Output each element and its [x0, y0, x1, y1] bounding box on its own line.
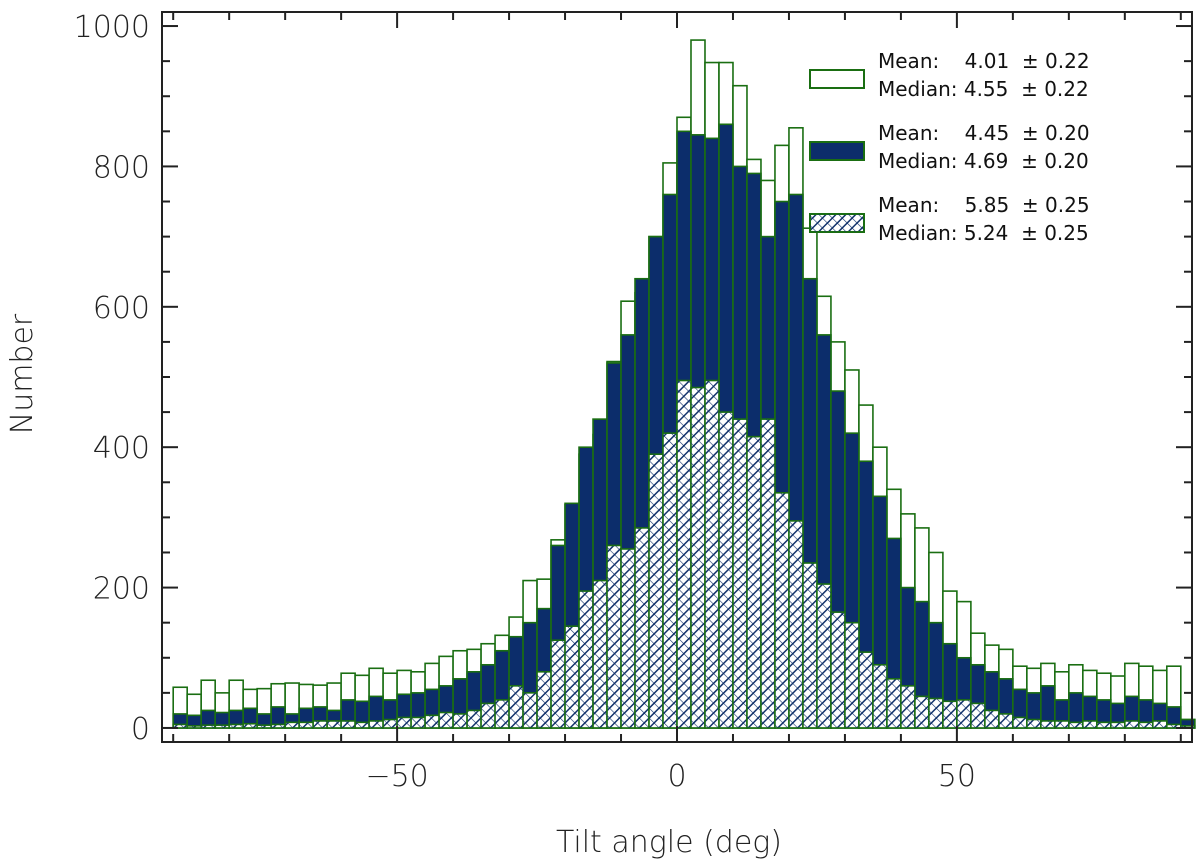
- bar-hatch-overlay-40: [732, 419, 747, 728]
- y-axis-label: Number: [5, 313, 40, 434]
- bar-hatch-overlay-60: [1012, 717, 1027, 728]
- bar-hatch-overlay-5: [243, 723, 258, 728]
- y-axis: 0 200 400 600 800 1000: [74, 10, 1192, 747]
- bar-hatch-overlay-12: [341, 720, 356, 728]
- bar-hatch-overlay-4: [229, 724, 244, 728]
- bar-hatch-overlay-11: [327, 720, 342, 728]
- bar-hatch-overlay-18: [425, 715, 440, 728]
- bar-hatch-overlay-28: [565, 626, 580, 728]
- bar-hatch-overlay-42: [760, 419, 775, 728]
- bar-hatch-overlay-19: [439, 712, 454, 728]
- legend-text-hatched: Mean: 5.85 ± 0.25: [878, 193, 1090, 217]
- bar-hatch-overlay-59: [998, 713, 1013, 728]
- bar-hatch-overlay-8: [285, 722, 300, 728]
- bar-hatch-overlay-27: [551, 640, 566, 728]
- bar-hatch-overlay-32: [621, 548, 636, 728]
- x-tick-label: −50: [365, 759, 428, 794]
- legend-text-hatched: Median: 5.24 ± 0.25: [878, 221, 1089, 245]
- bar-hatch-overlay-38: [704, 380, 719, 728]
- bar-hatch-overlay-67: [1110, 722, 1125, 728]
- bar-hatch-overlay-61: [1026, 719, 1041, 728]
- bar-hatch-overlay-3: [215, 725, 230, 728]
- bar-hatch-overlay-62: [1040, 720, 1055, 728]
- bar-hatch-overlay-23: [495, 699, 510, 728]
- legend-text-solid: Mean: 4.45 ± 0.20: [878, 121, 1090, 145]
- bar-hatch-overlay-43: [774, 492, 789, 728]
- bar-hatch-overlay-52: [900, 685, 915, 728]
- bar-hatch-overlay-21: [467, 710, 482, 728]
- bar-hatch-overlay-20: [453, 713, 468, 728]
- legend-swatch-solid: [809, 141, 865, 161]
- bar-hatch-overlay-56: [956, 699, 971, 728]
- bar-hatch-overlay-68: [1124, 720, 1139, 728]
- bar-hatch-overlay-31: [607, 545, 622, 728]
- legend: Mean: 4.01 ± 0.22 Median: 4.55 ± 0.22 Mean…: [809, 49, 1090, 245]
- bar-hatch-overlay-34: [649, 454, 664, 728]
- bar-hatch-overlay-70: [1152, 720, 1167, 728]
- bar-hatch-overlay-9: [299, 722, 314, 728]
- bar-hatch-overlay-30: [593, 580, 608, 728]
- bar-hatch-overlay-49: [858, 652, 873, 728]
- bar-hatch-overlay-48: [844, 622, 859, 728]
- bar-hatch-overlay-50: [872, 664, 887, 728]
- bar-hatch-overlay-41: [746, 436, 761, 728]
- bar-hatch-overlay-65: [1082, 720, 1097, 728]
- bar-hatch-overlay-29: [579, 591, 594, 728]
- x-tick-label: 50: [938, 759, 976, 794]
- bar-hatch-overlay-63: [1054, 720, 1069, 728]
- bar-hatch-overlay-2: [201, 725, 216, 728]
- bar-hatch-overlay-24: [509, 685, 524, 728]
- bar-hatch-overlay-17: [411, 717, 426, 728]
- x-axis: −50 0 50: [172, 12, 1182, 794]
- bar-hatch-overlay-58: [984, 710, 999, 728]
- bar-hatch-overlay-51: [886, 678, 901, 728]
- bar-hatch-overlay-71: [1166, 724, 1181, 728]
- bar-hatch-overlay-64: [1068, 722, 1083, 728]
- legend-text-open: Mean: 4.01 ± 0.22: [878, 49, 1090, 73]
- y-tick-label: 200: [93, 572, 150, 607]
- bar-hatch-overlay-37: [690, 387, 705, 728]
- bar-hatch-overlay-45: [802, 563, 817, 728]
- bar-hatch-overlay-22: [481, 703, 496, 728]
- x-axis-label: Tilt angle (deg): [556, 825, 782, 860]
- y-tick-label: 600: [93, 291, 150, 326]
- legend-swatch-hatch-overlay: [810, 214, 864, 232]
- bar-hatch-overlay-33: [635, 527, 650, 728]
- bar-hatch-overlay-15: [383, 719, 398, 728]
- bar-hatch-overlay-53: [914, 696, 929, 728]
- bar-hatch-overlay-6: [257, 725, 272, 728]
- bar-hatch-overlay-13: [355, 722, 370, 728]
- bar-hatch-overlay-47: [830, 612, 845, 728]
- bar-hatch-overlay-55: [942, 701, 957, 728]
- y-tick-label: 1000: [74, 10, 150, 45]
- bar-hatch-overlay-39: [718, 412, 733, 728]
- bar-hatch-overlay-16: [397, 717, 412, 728]
- bar-hatch-overlay-14: [369, 720, 384, 728]
- legend-swatch-open: [809, 69, 865, 89]
- bar-hatch-overlay-7: [271, 724, 286, 728]
- bar-hatch-overlay-54: [928, 698, 943, 728]
- bar-hatch-overlay-66: [1096, 722, 1111, 728]
- y-tick-label: 400: [93, 431, 150, 466]
- bar-hatch-overlay-1: [187, 725, 202, 728]
- legend-text-open: Median: 4.55 ± 0.22: [878, 77, 1089, 101]
- bar-hatch-overlay-10: [313, 720, 328, 728]
- bar-hatch-overlay-46: [816, 584, 831, 728]
- bar-hatch-overlay-44: [788, 520, 803, 728]
- bar-hatch-overlay-36: [677, 380, 691, 728]
- bar-hatch-overlay-26: [537, 671, 552, 728]
- legend-text-solid: Median: 4.69 ± 0.20: [878, 149, 1089, 173]
- y-tick-label: 800: [93, 150, 150, 185]
- bar-hatch-overlay-72: [1180, 725, 1195, 728]
- bar-hatch-overlay-57: [970, 703, 985, 728]
- bar-hatch-overlay-25: [523, 692, 538, 728]
- y-tick-label: 0: [131, 712, 150, 747]
- x-tick-label: 0: [667, 759, 686, 794]
- bar-hatch-overlay-69: [1138, 722, 1153, 728]
- bar-hatch-overlay-0: [173, 724, 188, 728]
- bar-hatch-overlay-35: [663, 433, 677, 728]
- bars-layer: [172, 39, 1196, 729]
